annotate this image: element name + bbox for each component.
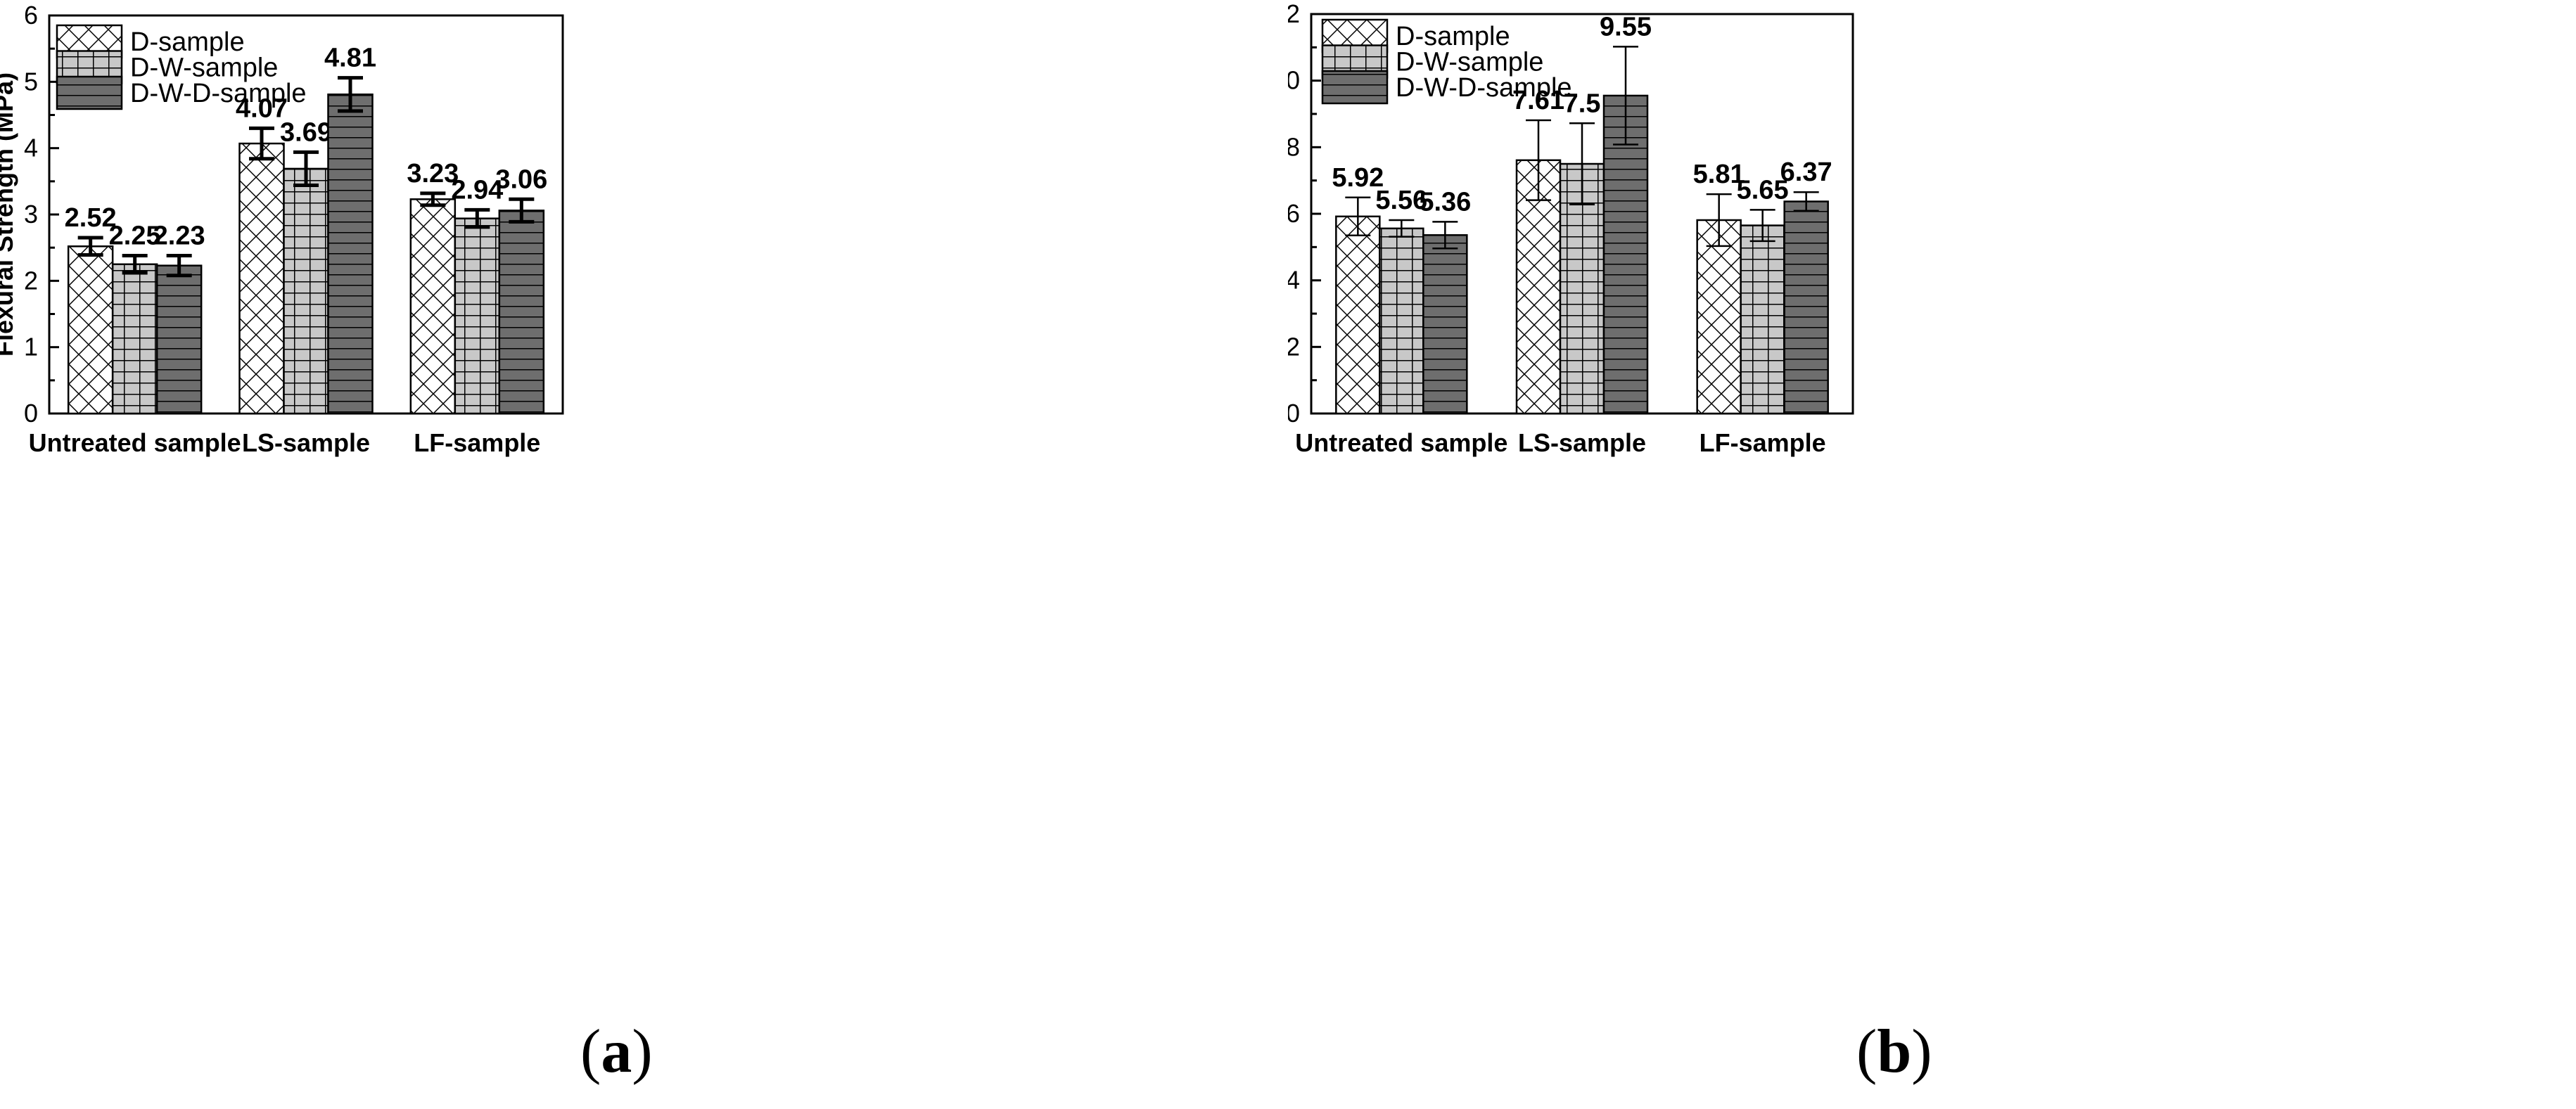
data-label-d-sample-lf-sample: 5.81	[1693, 160, 1745, 189]
flexural-strength-chart: 0 1 2 3 4 5 6 Flexural Strength (MPa) Untreated …	[0, 1, 564, 457]
error-bar-d-w-d-sample-ls-sample	[1613, 46, 1638, 146]
x-tick-label-untreated-sample: Untreated sample	[29, 428, 241, 457]
y-tick-label: 1	[24, 333, 38, 361]
error-bar-d-w-d-sample-lf-sample	[1793, 191, 1819, 212]
data-label-d-sample-lf-sample: 3.23	[407, 159, 459, 188]
error-bar-d-w-sample-untreated-sample	[122, 253, 148, 275]
error-bar-d-w-d-sample-untreated-sample	[166, 253, 192, 278]
y-tick-label: 3	[24, 200, 38, 229]
y-tick-label: 4	[24, 134, 38, 162]
y-tick-label: 8	[1288, 132, 1300, 161]
y-tick-label: 6	[1288, 199, 1300, 228]
bar-d-w-sample-untreated-sample	[1379, 227, 1424, 415]
data-label-d-sample-untreated-sample: 5.92	[1332, 163, 1384, 193]
y-tick-label: 5	[24, 67, 38, 96]
data-label-d-w-sample-untreated-sample: 5.56	[1375, 186, 1427, 215]
legend-label-d-sample: D-sample	[130, 27, 245, 57]
legend-label-d-w-d-sample: D-W-D-sample	[130, 79, 307, 108]
legend-swatch-d-w-d-sample	[1321, 70, 1389, 105]
error-bar-d-sample-ls-sample	[249, 126, 274, 161]
data-label-d-w-sample-ls-sample: 7.5	[1564, 89, 1601, 118]
x-tick-label-lf-sample: LF-sample	[414, 428, 540, 457]
y-tick-label: 10	[1288, 66, 1300, 95]
panel-b-caption: (b)	[1856, 1018, 1932, 1086]
data-label-d-w-d-sample-lf-sample: 6.37	[1780, 158, 1832, 187]
error-bar-d-sample-lf-sample	[1706, 193, 1732, 248]
bar-d-w-d-sample-untreated-sample	[155, 264, 203, 415]
error-bar-d-sample-ls-sample	[1526, 119, 1551, 201]
bar-d-w-d-sample-ls-sample	[327, 94, 374, 415]
compressive-strength-chart: 024681012Compressive Strength (MPa)Untre…	[1288, 0, 1854, 457]
y-tick-label: 0	[1288, 399, 1300, 428]
bar-d-w-d-sample-untreated-sample	[1422, 234, 1468, 415]
error-bar-d-w-d-sample-ls-sample	[338, 76, 363, 113]
y-tick-label: 2	[24, 266, 38, 295]
panel-a-label: a	[601, 1018, 632, 1086]
error-bar-d-sample-untreated-sample	[77, 236, 103, 257]
error-bar-d-sample-untreated-sample	[1345, 196, 1371, 237]
bar-d-w-sample-untreated-sample	[111, 263, 158, 415]
error-bar-d-w-sample-ls-sample	[293, 150, 319, 187]
legend-label-d-sample: D-sample	[1396, 22, 1510, 51]
panel-a-caption: (a)	[580, 1018, 653, 1086]
x-tick-label-ls-sample: LS-sample	[1518, 428, 1646, 457]
error-bar-d-sample-lf-sample	[420, 191, 446, 207]
data-label-d-w-sample-lf-sample: 2.94	[451, 175, 503, 205]
bar-d-w-sample-lf-sample	[454, 217, 501, 415]
panel-a-flexural-chart: 0 1 2 3 4 5 6 Flexural Strength (MPa) Untreated …	[0, 1, 653, 1086]
bar-d-w-sample-lf-sample	[1740, 224, 1785, 415]
bar-d-w-d-sample-lf-sample	[498, 210, 545, 415]
bar-d-w-d-sample-ls-sample	[1602, 94, 1649, 415]
data-label-d-sample-ls-sample: 7.61	[1512, 86, 1564, 115]
data-label-d-sample-untreated-sample: 2.52	[65, 203, 117, 233]
y-tick-label: 0	[24, 399, 38, 428]
panel-b-compressive-chart: 024681012Compressive Strength (MPa)Untre…	[1288, 0, 2576, 1109]
bar-d-w-d-sample-lf-sample	[1783, 200, 1829, 415]
bar-d-sample-lf-sample	[409, 198, 457, 415]
error-bar-d-w-d-sample-lf-sample	[509, 197, 535, 224]
legend-swatch-d-w-d-sample	[56, 75, 123, 110]
bar-d-w-sample-ls-sample	[283, 167, 329, 415]
data-label-d-w-d-sample-untreated-sample: 5.36	[1419, 187, 1471, 217]
bar-d-sample-ls-sample	[238, 142, 285, 415]
data-label-d-w-d-sample-untreated-sample: 2.23	[153, 221, 205, 250]
data-label-d-w-sample-untreated-sample: 2.25	[109, 221, 161, 250]
bar-d-sample-untreated-sample	[1335, 215, 1381, 415]
error-bar-d-w-d-sample-untreated-sample	[1432, 221, 1458, 250]
error-bar-d-w-sample-untreated-sample	[1389, 219, 1415, 238]
x-tick-label-ls-sample: LS-sample	[242, 428, 370, 457]
error-bar-d-w-sample-lf-sample	[1749, 209, 1775, 243]
y-tick-label: 2	[1288, 332, 1300, 361]
data-label-d-sample-ls-sample: 4.07	[236, 94, 288, 123]
error-bar-d-w-sample-lf-sample	[464, 207, 490, 229]
bar-d-sample-lf-sample	[1696, 219, 1742, 415]
y-tick-label: 4	[1288, 266, 1300, 295]
data-label-d-w-d-sample-ls-sample: 4.81	[324, 44, 376, 73]
data-label-d-w-d-sample-lf-sample: 3.06	[495, 165, 547, 194]
error-bar-d-w-sample-ls-sample	[1569, 122, 1595, 205]
x-tick-label-lf-sample: LF-sample	[1700, 428, 1826, 457]
y-tick-label: 12	[1288, 0, 1300, 28]
legend-label-d-w-sample: D-W-sample	[130, 53, 278, 83]
data-label-d-w-sample-lf-sample: 5.65	[1737, 175, 1789, 205]
legend-label-d-w-d-sample: D-W-D-sample	[1396, 73, 1572, 103]
panel-b-label: b	[1877, 1018, 1912, 1086]
data-label-d-w-sample-ls-sample: 3.69	[280, 117, 332, 147]
x-tick-label-untreated-sample: Untreated sample	[1295, 428, 1507, 457]
bar-d-sample-untreated-sample	[67, 245, 114, 415]
y-axis-label: Flexural Strength (MPa)	[0, 72, 18, 357]
y-tick-label: 6	[24, 1, 38, 30]
legend-label-d-w-sample: D-W-sample	[1396, 48, 1543, 77]
data-label-d-w-d-sample-ls-sample: 9.55	[1600, 12, 1652, 41]
